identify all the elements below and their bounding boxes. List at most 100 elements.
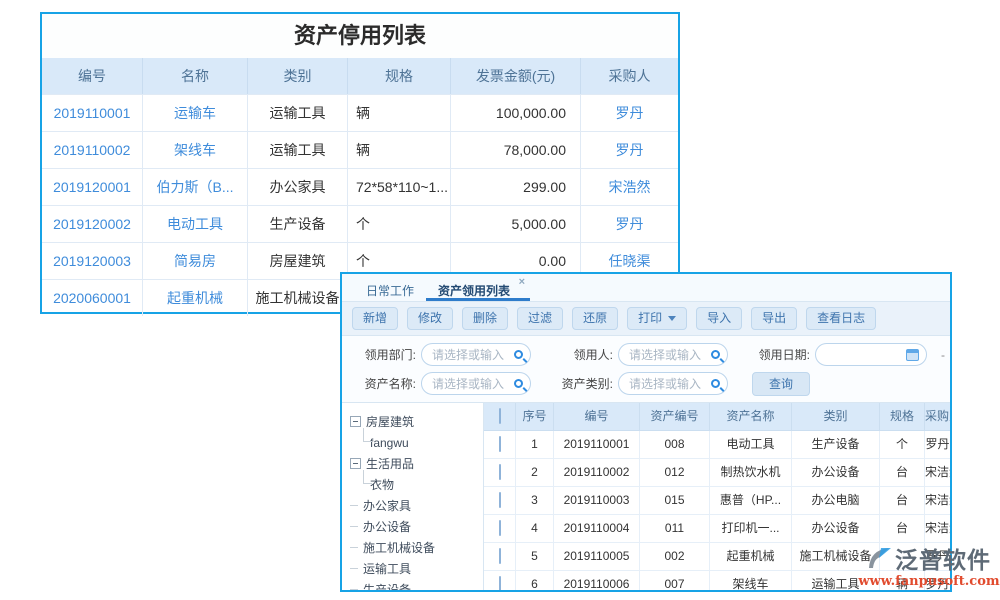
row-checkbox[interactable]	[498, 548, 501, 564]
asset-name-link[interactable]: 制热饮水机	[710, 459, 792, 486]
asset-name-link[interactable]: 起重机械	[142, 280, 247, 316]
tree-item-leaf[interactable]: 施工机械设备	[350, 537, 483, 558]
asset-name-input[interactable]: 请选择或输入	[421, 372, 531, 395]
buyer-link[interactable]: 宋浩然	[580, 169, 678, 205]
collapse-icon[interactable]	[350, 416, 361, 427]
asset-name-link[interactable]: 运输车	[142, 95, 247, 131]
table-row: 2019120001 伯力斯（B... 办公家具 72*58*110~1... …	[42, 168, 678, 205]
row-checkbox[interactable]	[498, 492, 501, 508]
filter-row-2: 资产名称: 请选择或输入 资产类别: 请选择或输入 查询	[346, 369, 950, 398]
category-cell: 生产设备	[792, 431, 880, 458]
invoice-amount: 78,000.00	[450, 132, 580, 168]
asset-name-link[interactable]: 电动工具	[710, 431, 792, 458]
filter-button[interactable]: 过滤	[517, 307, 564, 330]
row-checkbox[interactable]	[498, 520, 501, 536]
search-icon[interactable]	[711, 350, 720, 359]
invoice-amount: 100,000.00	[450, 95, 580, 131]
collapse-icon[interactable]	[350, 458, 361, 469]
asset-code-link[interactable]: 2020060001	[53, 290, 131, 306]
search-icon[interactable]	[514, 350, 523, 359]
asset-name-link[interactable]: 起重机械	[710, 543, 792, 570]
tree-label: fangwu	[370, 435, 409, 450]
tab-asset-requisition-list[interactable]: 资产领用列表 ×	[426, 274, 531, 301]
edit-button[interactable]: 修改	[407, 307, 454, 330]
seq-cell: 6	[516, 571, 554, 590]
print-button[interactable]: 打印	[627, 307, 688, 330]
user-input[interactable]: 请选择或输入	[618, 343, 728, 366]
asset-code-link[interactable]: 2019120001	[53, 179, 131, 195]
asset-code-link[interactable]: 2019110001	[53, 105, 131, 121]
asset-code-link[interactable]: 008	[640, 431, 710, 458]
tree-item-child[interactable]: fangwu	[350, 428, 483, 453]
buyer-link[interactable]: 罗丹	[925, 437, 950, 451]
buyer-link[interactable]: 罗丹	[580, 95, 678, 131]
buyer-link[interactable]: 任晓渠	[580, 243, 678, 279]
asset-code-link[interactable]: 011	[640, 515, 710, 542]
export-button[interactable]: 导出	[751, 307, 798, 330]
query-button[interactable]: 查询	[752, 371, 811, 396]
tree-item-leaf[interactable]: 办公设备	[350, 516, 483, 537]
fanpu-logo-icon	[869, 548, 891, 568]
asset-name-link[interactable]: 伯力斯（B...	[142, 169, 247, 205]
close-icon[interactable]: ×	[518, 276, 526, 288]
delete-button[interactable]: 删除	[462, 307, 509, 330]
seq-cell: 2	[516, 459, 554, 486]
tree-item-parent[interactable]: 房屋建筑	[350, 411, 483, 432]
spec-cell: 台	[880, 515, 925, 542]
asset-code-link[interactable]: 012	[640, 459, 710, 486]
code-link[interactable]: 2019110006	[554, 571, 640, 590]
asset-code-link[interactable]: 007	[640, 571, 710, 590]
buyer-link[interactable]: 罗丹	[580, 206, 678, 242]
code-link[interactable]: 2019110003	[554, 487, 640, 514]
tree-item-leaf[interactable]: 生产设备	[350, 579, 483, 590]
tree-item-child[interactable]: 衣物	[350, 470, 483, 495]
select-all-checkbox[interactable]	[498, 408, 501, 424]
search-icon[interactable]	[514, 379, 523, 388]
asset-code-link[interactable]: 2019110002	[53, 142, 131, 158]
add-button[interactable]: 新增	[352, 307, 399, 330]
tab-daily-work[interactable]: 日常工作	[366, 284, 415, 298]
search-icon[interactable]	[711, 379, 720, 388]
tree-item-leaf[interactable]: 办公家具	[350, 495, 483, 516]
import-button[interactable]: 导入	[696, 307, 743, 330]
code-link[interactable]: 2019110004	[554, 515, 640, 542]
calendar-icon[interactable]	[906, 348, 919, 361]
tree-connector	[350, 568, 358, 569]
date-from-input[interactable]	[815, 343, 927, 366]
view-log-button[interactable]: 查看日志	[806, 307, 877, 330]
tab-bar: 日常工作 资产领用列表 ×	[342, 274, 950, 302]
asset-code-link[interactable]: 2019120003	[53, 253, 131, 269]
asset-name-link[interactable]: 架线车	[710, 571, 792, 590]
asset-code-link[interactable]: 015	[640, 487, 710, 514]
tree-item-parent[interactable]: 生活用品	[350, 453, 483, 474]
buyer-link[interactable]: 宋洁然	[925, 465, 950, 479]
col-header-amount: 发票金额(元)	[450, 58, 580, 94]
tree-connector	[350, 526, 358, 527]
row-checkbox[interactable]	[498, 436, 501, 452]
code-link[interactable]: 2019110005	[554, 543, 640, 570]
tree-label: 生活用品	[366, 457, 415, 471]
asset-code-link[interactable]: 002	[640, 543, 710, 570]
asset-spec: 个	[347, 206, 450, 242]
buyer-link[interactable]: 宋洁然	[925, 521, 950, 535]
asset-name-link[interactable]: 架线车	[142, 132, 247, 168]
asset-name-link[interactable]: 简易房	[142, 243, 247, 279]
dept-input[interactable]: 请选择或输入	[421, 343, 531, 366]
tree-item-leaf[interactable]: 运输工具	[350, 558, 483, 579]
buyer-link[interactable]: 罗丹	[925, 577, 950, 591]
asset-category-input[interactable]: 请选择或输入	[618, 372, 728, 395]
row-checkbox[interactable]	[498, 464, 501, 480]
code-link[interactable]: 2019110001	[554, 431, 640, 458]
buyer-link[interactable]: 罗丹	[925, 549, 950, 563]
placeholder-text: 请选择或输入	[432, 377, 505, 391]
buyer-link[interactable]: 宋洁然	[925, 493, 950, 507]
code-link[interactable]: 2019110002	[554, 459, 640, 486]
asset-name-link[interactable]: 惠普（HP...	[710, 487, 792, 514]
asset-name-link[interactable]: 电动工具	[142, 206, 247, 242]
asset-code-link[interactable]: 2019120002	[53, 216, 131, 232]
buyer-link[interactable]: 罗丹	[580, 132, 678, 168]
restore-button[interactable]: 还原	[572, 307, 619, 330]
row-checkbox[interactable]	[498, 576, 501, 590]
asset-requisition-window: 日常工作 资产领用列表 × 新增 修改 删除 过滤 还原 打印 导入 导出 查看…	[340, 272, 952, 592]
asset-name-link[interactable]: 打印机一...	[710, 515, 792, 542]
